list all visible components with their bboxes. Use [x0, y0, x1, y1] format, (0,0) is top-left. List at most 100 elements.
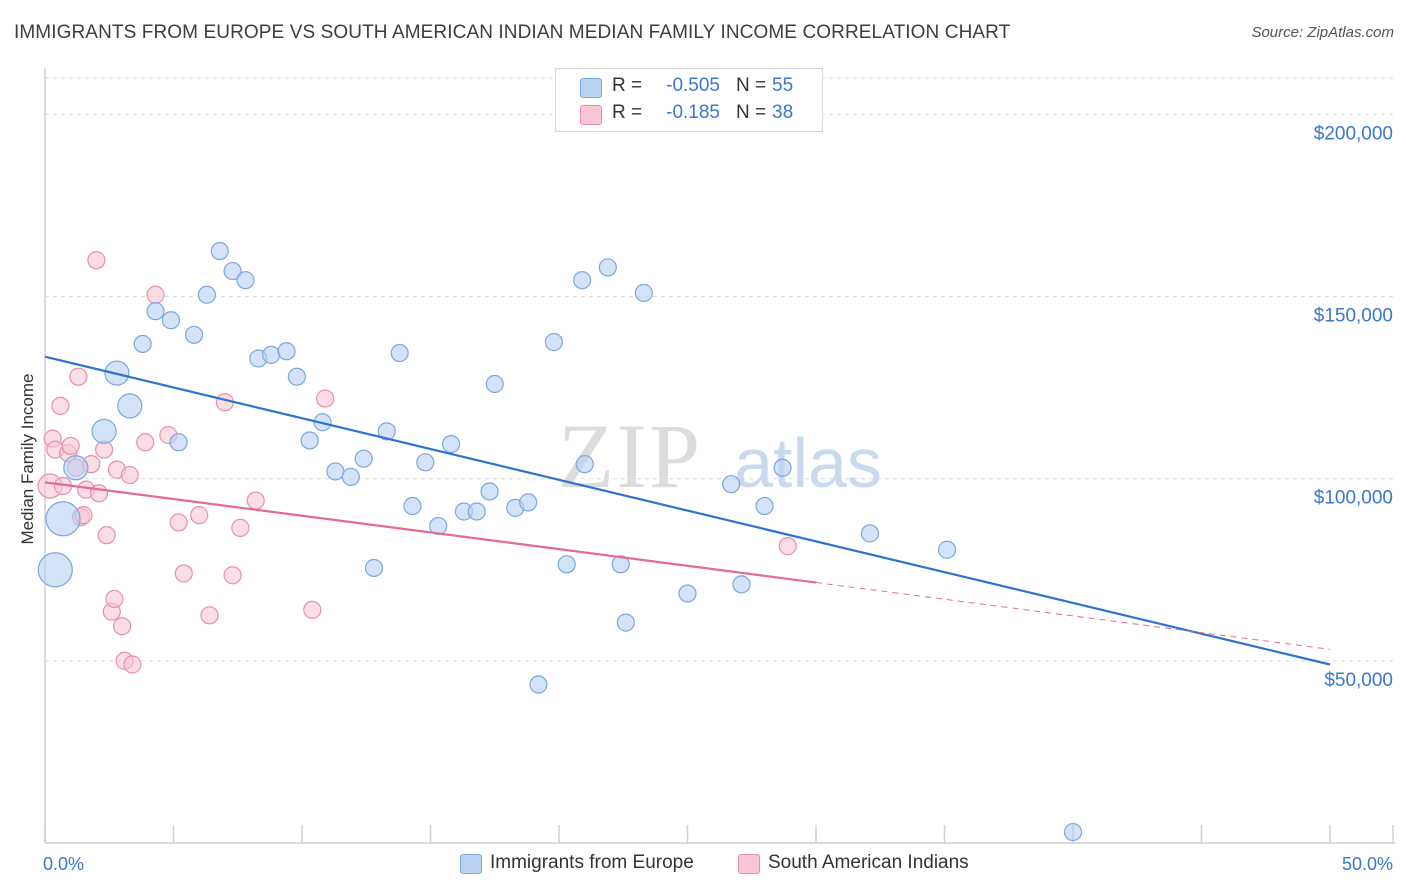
watermark-zip: ZIP [558, 405, 702, 507]
data-point [300, 431, 319, 450]
data-point [616, 613, 635, 632]
data-point [722, 475, 741, 494]
data-point [223, 566, 242, 585]
data-point [778, 537, 797, 556]
axes [44, 68, 1395, 844]
data-point [63, 455, 89, 481]
y-tick-labels: $50,000 $100,000 $150,000 $200,000 [1314, 123, 1393, 690]
data-point [69, 367, 88, 386]
legend-row-south-american: R = -0.185 N = 38 [556, 102, 822, 128]
data-point [174, 564, 193, 583]
y-axis-label: Median Family Income [18, 373, 37, 545]
data-point [169, 513, 188, 532]
x-tick-label: 0.0% [43, 854, 84, 874]
data-point [485, 374, 504, 394]
data-point [634, 283, 653, 303]
y-tick-label: $150,000 [1314, 306, 1393, 327]
data-point [120, 465, 139, 485]
data-point [860, 524, 880, 543]
data-point [123, 655, 142, 674]
data-point [354, 449, 373, 468]
data-point [467, 502, 486, 521]
data-point [364, 558, 384, 578]
data-point [37, 552, 73, 588]
data-point [611, 555, 630, 574]
data-point [326, 462, 345, 481]
series-south-american-indians [37, 251, 797, 674]
data-point [575, 455, 594, 474]
legend-series-label: South American Indians [768, 852, 969, 873]
data-point [117, 393, 143, 419]
series-immigrants-from-europe [37, 241, 1083, 842]
data-point [210, 241, 229, 261]
data-point [87, 251, 106, 270]
data-point [146, 285, 165, 304]
data-point [190, 506, 209, 525]
data-point [277, 342, 296, 361]
watermark-atlas: atlas [734, 424, 882, 502]
data-point [161, 311, 181, 330]
y-tick-label: $200,000 [1314, 123, 1393, 144]
data-point [91, 418, 117, 444]
trend-lines [44, 355, 1331, 666]
stats-legend: R = -0.505 N = 55 R = -0.185 N = 38 [555, 68, 823, 132]
trend-line-europe [44, 355, 1331, 666]
data-point [341, 467, 360, 486]
data-point [316, 389, 335, 408]
data-point [303, 600, 322, 619]
data-point [45, 501, 81, 537]
data-point [105, 589, 124, 609]
legend-swatch-pink [580, 105, 602, 125]
bottom-legend-europe: Immigrants from Europe [460, 852, 720, 876]
data-point [519, 493, 538, 512]
data-point [246, 491, 265, 510]
data-point [598, 258, 617, 277]
y-tick-label: $50,000 [1324, 670, 1393, 691]
data-point [112, 617, 132, 636]
legend-r-value: -0.185 [666, 102, 720, 123]
legend-n-value: 38 [772, 102, 794, 123]
data-point [732, 575, 751, 594]
legend-row-europe: R = -0.505 N = 55 [556, 75, 822, 101]
legend-r-label: R = [612, 75, 643, 96]
legend-r-value: -0.505 [666, 75, 720, 96]
data-point [773, 458, 792, 477]
legend-n-value: 55 [772, 75, 794, 96]
data-point [1063, 822, 1083, 842]
legend-series-label: Immigrants from Europe [490, 852, 694, 873]
data-point [61, 436, 80, 456]
bottom-legend-south-american: South American Indians [738, 852, 998, 876]
data-point [169, 433, 188, 452]
data-point [755, 496, 774, 516]
y-tick-label: $100,000 [1314, 488, 1393, 509]
x-tick-labels: 0.0% 50.0% [43, 854, 1393, 874]
legend-swatch-blue [580, 78, 602, 98]
legend-swatch-pink [738, 854, 760, 874]
data-point [89, 484, 109, 503]
data-point [416, 453, 435, 472]
data-point [678, 584, 697, 603]
data-point [441, 435, 461, 454]
source-credit: Source: ZipAtlas.com [1251, 24, 1394, 41]
data-point [573, 271, 592, 290]
data-point [223, 261, 242, 281]
data-point [262, 345, 281, 364]
data-point [200, 606, 219, 625]
data-point [136, 433, 155, 452]
legend-n-label: N = [736, 102, 767, 123]
data-point [146, 302, 165, 321]
trend-line-extrapolated [815, 582, 1331, 650]
data-point [97, 526, 116, 545]
data-point [287, 367, 306, 386]
data-point [544, 333, 563, 352]
trend-line-south-american [44, 481, 817, 584]
data-point [390, 343, 409, 363]
data-point [236, 271, 255, 290]
data-point [937, 540, 957, 559]
data-point [480, 482, 499, 501]
data-point [429, 516, 448, 536]
data-point [403, 496, 422, 516]
data-point [197, 285, 217, 304]
data-point [51, 396, 70, 415]
